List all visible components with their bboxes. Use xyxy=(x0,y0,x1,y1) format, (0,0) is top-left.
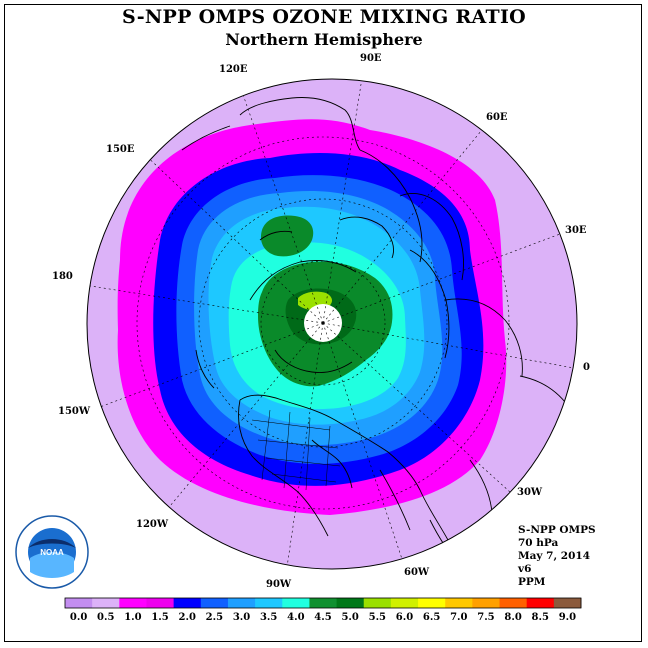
lon-label-30w: 30W xyxy=(517,487,543,498)
colorbar-tick-label: 3.0 xyxy=(233,612,250,623)
lon-label-150w: 150W xyxy=(58,406,91,417)
lon-label-120w: 120W xyxy=(136,519,169,530)
colorbar-swatch xyxy=(553,598,582,608)
map-title: S-NPP OMPS OZONE MIXING RATIO xyxy=(121,6,527,28)
lon-label-0: 0 xyxy=(583,362,590,373)
colorbar-border xyxy=(64,597,582,609)
colorbar-tick-label: 3.5 xyxy=(260,612,277,623)
colorbar-swatch xyxy=(65,598,93,608)
colorbar-tick-label: 6.5 xyxy=(423,612,440,623)
colorbar-tick-label: 0.0 xyxy=(70,612,87,623)
us-state-borders xyxy=(251,409,341,491)
colorbar-swatch xyxy=(92,598,120,608)
meridians xyxy=(87,79,575,569)
figure-frame xyxy=(4,4,642,642)
colorbar-swatch xyxy=(499,598,528,608)
info-level: 70 hPa xyxy=(518,537,559,549)
colorbar-swatch xyxy=(282,598,310,608)
colorbar-swatch xyxy=(146,598,175,608)
lon-label-30e: 30E xyxy=(565,225,587,236)
colorbar-tick-label: 4.5 xyxy=(314,612,331,623)
colorbar-tick-label: 8.0 xyxy=(504,612,521,623)
colorbar-swatch xyxy=(363,598,392,608)
lon-label-90e: 90E xyxy=(360,53,382,64)
lon-label-120e: 120E xyxy=(219,64,248,75)
noaa-logo-bird xyxy=(28,539,76,548)
colorbar-swatch xyxy=(173,598,202,608)
colorbar-swatch xyxy=(227,598,256,608)
colorbar-swatch xyxy=(200,598,229,608)
info-date: May 7, 2014 xyxy=(518,550,591,562)
lon-label-90w: 90W xyxy=(266,579,292,590)
lon-label-60e: 60E xyxy=(486,112,508,123)
info-instrument: S-NPP OMPS xyxy=(518,524,596,536)
colorbar-tick-label: 6.0 xyxy=(396,612,413,623)
noaa-logo-wave xyxy=(30,552,74,578)
colorbar-tick-label: 5.0 xyxy=(341,612,358,623)
colorbar-swatch xyxy=(526,598,555,608)
colorbar-swatch xyxy=(309,598,338,608)
info-version: v6 xyxy=(518,563,532,575)
colorbar-swatch xyxy=(336,598,365,608)
lon-label-60w: 60W xyxy=(404,567,430,578)
map-boundary xyxy=(86,78,578,570)
parallels xyxy=(136,136,510,510)
colorbar-tick-label: 8.5 xyxy=(532,612,549,623)
colorbar-swatch xyxy=(390,598,419,608)
colorbar-tick-label: 2.0 xyxy=(179,612,196,623)
colorbar-swatch xyxy=(472,598,501,608)
colorbar-tick-label: 4.0 xyxy=(287,612,304,623)
colorbar-swatch xyxy=(255,598,283,608)
colorbar-swatch xyxy=(119,598,147,608)
lon-label-180: 180 xyxy=(52,271,73,282)
colorbar-tick-label: 7.0 xyxy=(450,612,467,623)
colorbar-swatch xyxy=(418,598,446,608)
field-level-4.5-pacific xyxy=(260,215,314,257)
colorbar-tick-label: 1.0 xyxy=(124,612,141,623)
colorbar: 0.0 0.5 1.0 1.5 2.0 2.5 3.0 3.5 4.0 4.5 5.0 5.5 6.0 6… xyxy=(64,597,582,623)
colorbar-tick-label: 2.5 xyxy=(206,612,223,623)
colorbar-tick-label: 5.5 xyxy=(369,612,386,623)
noaa-logo-text: NOAA xyxy=(40,548,64,557)
map-subtitle: Northern Hemisphere xyxy=(225,30,423,49)
colorbar-tick-label: 0.5 xyxy=(97,612,114,623)
lon-label-150e: 150E xyxy=(106,144,135,155)
colorbar-tick-label: 1.5 xyxy=(151,612,168,623)
colorbar-tick-label: 7.5 xyxy=(477,612,494,623)
noaa-logo: NOAA xyxy=(15,515,89,589)
colorbar-tick-label: 9.0 xyxy=(559,612,576,623)
colorbar-swatch xyxy=(445,598,473,608)
info-units: PPM xyxy=(518,576,546,588)
